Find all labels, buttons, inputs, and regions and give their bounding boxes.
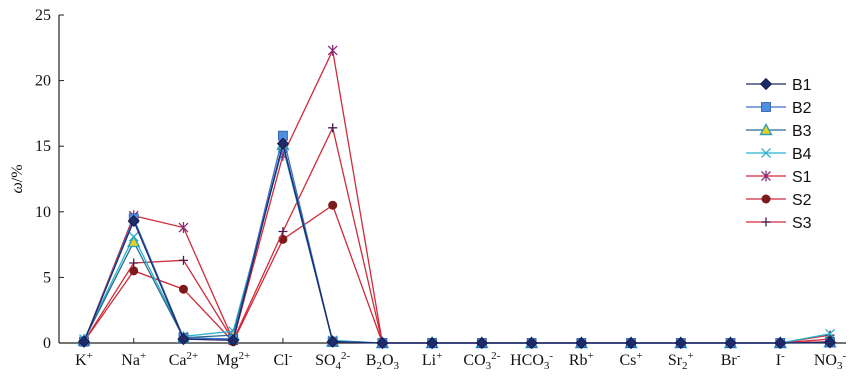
legend-marker	[761, 148, 771, 158]
data-point	[625, 336, 638, 350]
legend-item-s2: S2	[746, 192, 812, 209]
data-point	[127, 214, 140, 228]
series-b1	[77, 137, 837, 350]
x-tick-label: Br-	[721, 350, 741, 369]
data-point	[426, 336, 439, 350]
data-point	[774, 336, 787, 350]
y-axis-title: ω/%	[9, 164, 26, 193]
legend-label: B1	[792, 77, 812, 94]
y-tick-label: 20	[35, 73, 51, 90]
data-point	[724, 336, 737, 350]
x-tick-label: Rb+	[569, 350, 594, 369]
legend-item-b1: B1	[746, 77, 812, 94]
series-line-s1	[83, 48, 831, 344]
series-line-b4	[83, 144, 831, 344]
data-point	[178, 222, 189, 234]
data-point	[327, 44, 338, 56]
data-point	[129, 258, 139, 268]
data-point	[178, 284, 188, 294]
data-point	[475, 336, 488, 350]
data-point	[674, 336, 687, 350]
y-tick-label: 25	[35, 7, 51, 24]
data-point	[77, 335, 91, 348]
y-tick-label: 10	[35, 204, 51, 221]
series-s3	[79, 123, 835, 348]
y-tick-label: 15	[35, 138, 51, 155]
series-b3	[77, 137, 837, 349]
data-point	[278, 226, 288, 236]
data-point	[825, 328, 835, 339]
series-line-s2	[83, 204, 831, 344]
legend-label: S3	[792, 215, 812, 232]
series-line-b3	[83, 144, 831, 344]
legend-marker	[761, 102, 771, 112]
data-point	[178, 255, 188, 265]
data-point	[127, 235, 141, 248]
data-point	[328, 200, 338, 210]
legend-marker	[759, 77, 773, 91]
x-tick-label: Ca2+	[169, 350, 199, 369]
data-point	[326, 335, 339, 348]
series-b2	[79, 130, 835, 348]
series-layer	[77, 44, 837, 350]
legend-label: B3	[792, 123, 812, 140]
legend-label: B2	[792, 100, 812, 117]
x-tick-label: Mg2+	[216, 350, 250, 369]
legend-marker	[761, 217, 771, 227]
x-tick-label: I-	[776, 350, 785, 369]
x-tick-label: Na+	[121, 350, 146, 369]
y-tick-label: 5	[43, 269, 51, 286]
legend-item-b2: B2	[746, 100, 812, 117]
legend-item-s1: S1	[746, 169, 812, 186]
x-tick-label: Sr2+	[668, 350, 694, 372]
data-point	[575, 336, 588, 350]
legend-marker	[759, 123, 773, 136]
x-tick-label: HCO3-	[510, 350, 553, 372]
x-tick-label: CO32-	[463, 350, 500, 372]
series-line-b2	[83, 135, 831, 344]
data-point	[177, 332, 190, 346]
data-point	[823, 336, 837, 349]
legend-marker	[761, 194, 771, 204]
legend: B1 B2 B3 B4 S1 S2 S3	[746, 77, 812, 232]
data-point	[276, 137, 289, 150]
x-tick-label: Cl-	[274, 350, 293, 369]
legend-label: S1	[792, 169, 812, 186]
y-tick-label: 0	[43, 335, 51, 352]
series-line-b1	[83, 143, 831, 344]
y-axis-title-text: ω/%	[9, 164, 26, 193]
legend-item-b4: B4	[746, 146, 812, 163]
data-point	[227, 334, 240, 347]
data-point	[376, 336, 389, 350]
legend-marker	[761, 170, 771, 182]
x-tick-label: NO3-	[814, 350, 847, 372]
x-tick-label: Li+	[422, 350, 442, 369]
legend-label: B4	[792, 146, 812, 163]
x-tick-label: SO42-	[315, 350, 350, 372]
legend-item-b3: B3	[746, 123, 812, 140]
series-b4	[79, 142, 835, 348]
x-tick-label: K+	[75, 350, 93, 369]
data-point	[328, 123, 338, 133]
legend-item-s3: S3	[746, 215, 812, 232]
data-point	[525, 336, 538, 350]
legend-label: S2	[792, 192, 812, 209]
axes: 0 5 10 15 20 25 K+ Na+ Ca2+ Mg2+ Cl- SO42- B2O3 Li+ CO…	[35, 7, 846, 372]
x-tick-label: Cs+	[620, 350, 643, 369]
series-line-s3	[83, 125, 831, 344]
data-point	[129, 266, 139, 276]
x-tick-label: B2O3	[366, 352, 400, 372]
series-s1	[79, 44, 835, 349]
